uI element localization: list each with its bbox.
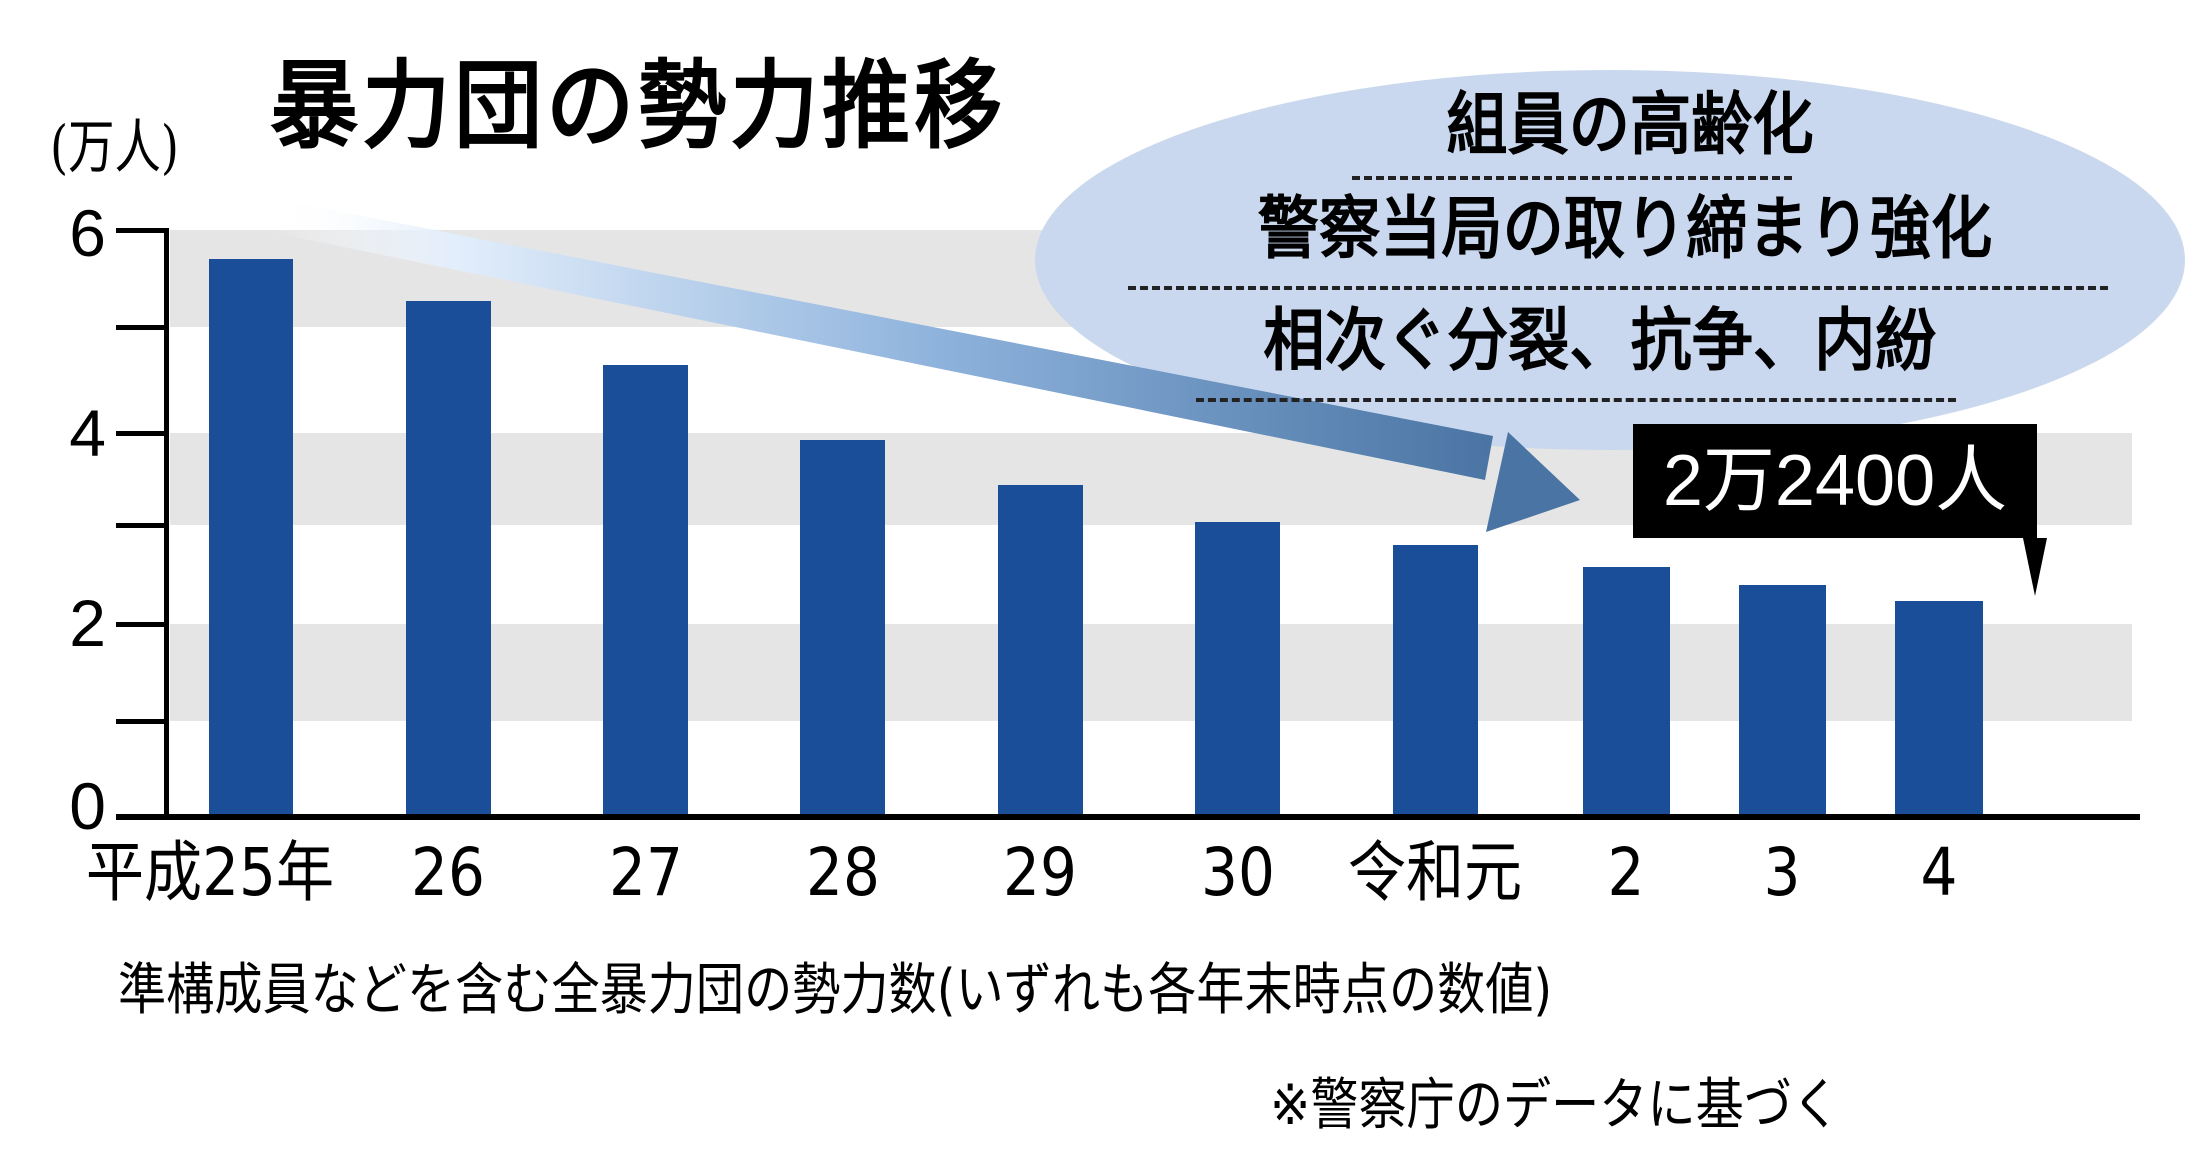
x-label-h28: 28: [806, 834, 880, 911]
reason-divider: [1352, 176, 1792, 180]
y-tick-label-4: 4: [69, 396, 106, 470]
bar-h28: [800, 440, 885, 817]
reason-divider: [1196, 398, 1956, 402]
x-label-r4: 4: [1920, 834, 1958, 911]
y-tick: [116, 719, 168, 724]
bar-h25: [209, 259, 293, 817]
y-tick: [116, 622, 168, 627]
bar-h29: [998, 485, 1083, 817]
callout-pointer: [2023, 538, 2047, 596]
bar-r4: [1895, 601, 1983, 817]
y-tick-label-2: 2: [69, 586, 106, 660]
reason-splits-conflicts: 相次ぐ分裂、抗争、内紛: [1263, 302, 1937, 381]
chart-description-note: 準構成員などを含む全暴力団の勢力数(いずれも各年末時点の数値): [118, 958, 1553, 1023]
source-note: ※警察庁のデータに基づく: [1270, 1073, 1841, 1138]
x-label-h25: 平成25年: [85, 834, 335, 911]
reason-aging: 組員の高齢化: [1446, 86, 1814, 165]
y-tick: [116, 431, 168, 436]
y-axis-unit-label: (万人): [50, 113, 180, 181]
x-label-r3: 3: [1763, 834, 1801, 911]
reason-police-crackdown: 警察当局の取り締まり強化: [1257, 190, 1993, 269]
y-tick: [116, 228, 168, 233]
x-label-h27: 27: [609, 834, 683, 911]
bar-r3: [1739, 585, 1826, 817]
x-axis-line: [116, 814, 2140, 820]
y-tick-label-0: 0: [69, 769, 106, 843]
chart-title: 暴力団の勢力推移: [270, 50, 1006, 162]
bar-h26: [406, 301, 491, 817]
bar-h30: [1195, 522, 1280, 817]
bar-r1: [1393, 545, 1478, 817]
latest-value-callout: 2万2400人: [1633, 424, 2037, 538]
y-tick: [116, 325, 168, 330]
x-label-r1: 令和元: [1347, 834, 1523, 911]
bar-r2: [1583, 567, 1670, 817]
x-label-h30: 30: [1201, 834, 1275, 911]
x-label-h29: 29: [1003, 834, 1077, 911]
y-tick-label-6: 6: [69, 196, 106, 270]
x-label-r2: 2: [1607, 834, 1645, 911]
y-tick: [116, 523, 168, 528]
bar-h27: [603, 365, 688, 817]
x-label-h26: 26: [411, 834, 485, 911]
reason-divider: [1128, 286, 2108, 290]
